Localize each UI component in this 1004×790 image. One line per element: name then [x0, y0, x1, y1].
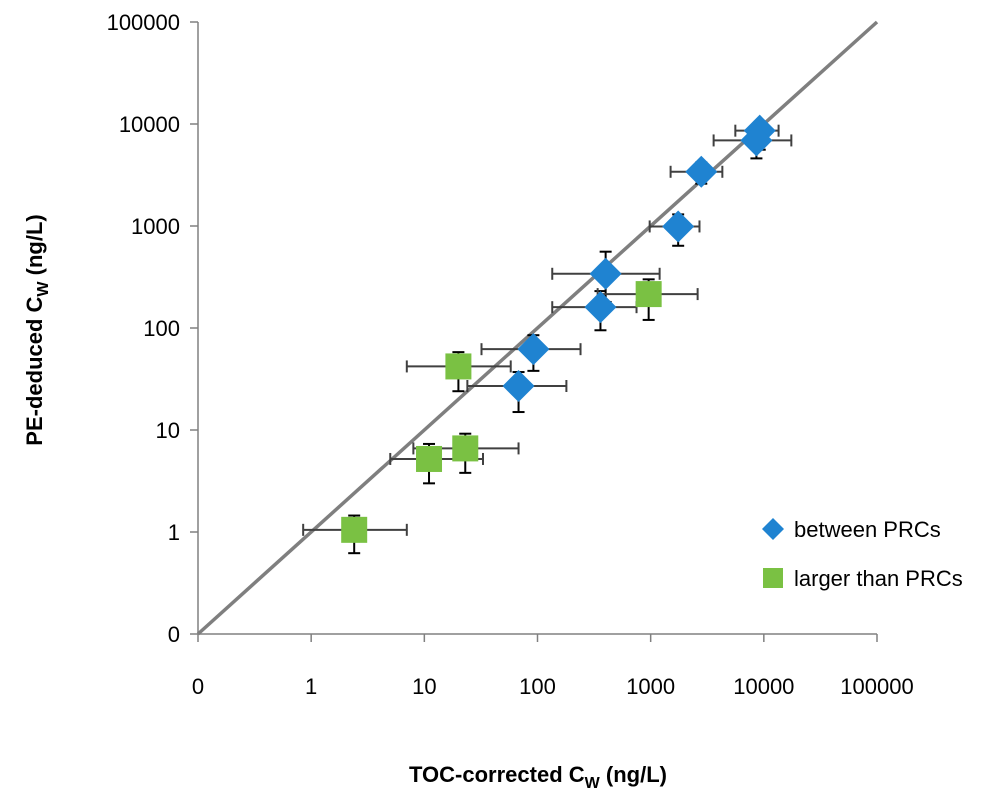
legend-label-larger-than-prcs: larger than PRCs — [794, 566, 963, 591]
x-tick-label: 100 — [519, 674, 556, 699]
point-between-prcs — [584, 291, 617, 324]
point-between-prcs — [662, 210, 695, 243]
point-larger-than-prcs — [341, 516, 368, 543]
x-tick-label: 100000 — [840, 674, 913, 699]
point-larger-than-prcs — [445, 353, 472, 380]
point-larger-than-prcs — [416, 445, 443, 472]
tick-labels-group: 0 1 10 100 1000 10000 100000 0 1 10 100 1000 10000 10… — [107, 10, 914, 699]
point-between-prcs — [502, 370, 535, 403]
point-larger-than-prcs — [635, 281, 662, 308]
legend-label-between-prcs: between PRCs — [794, 517, 941, 542]
x-tick-label: 0 — [192, 674, 204, 699]
x-tick-label: 10 — [412, 674, 436, 699]
x-axis-title-subscript: W — [585, 775, 601, 790]
legend-marker-larger-than-prcs — [763, 568, 783, 588]
reference-line-group — [196, 20, 879, 636]
legend-marker-between-prcs — [762, 518, 784, 540]
x-axis-title-main: TOC-corrected C — [409, 762, 585, 787]
x-tick-label: 1 — [305, 674, 317, 699]
y-tick-label: 1000 — [131, 214, 180, 239]
axes — [190, 21, 878, 642]
y-tick-label: 0 — [168, 622, 180, 647]
y-tick-label: 1 — [168, 520, 180, 545]
point-larger-than-prcs — [452, 435, 479, 462]
y-axis-title-unit: (ng/L) — [22, 214, 47, 281]
x-tick-label: 1000 — [626, 674, 675, 699]
x-tick-label: 10000 — [733, 674, 794, 699]
legend: between PRCs larger than PRCs — [762, 517, 963, 591]
x-axis-title-unit: (ng/L) — [600, 762, 667, 787]
error-bars-group — [302, 120, 793, 555]
one-to-one-line — [196, 20, 879, 636]
point-between-prcs — [740, 124, 773, 157]
point-between-prcs — [517, 333, 550, 366]
y-tick-label: 100000 — [107, 10, 180, 35]
y-axis-title-subscript: W — [35, 281, 52, 297]
y-axis-title-main: PE-deduced C — [22, 296, 47, 445]
markers-group — [341, 114, 776, 543]
y-tick-label: 100 — [143, 316, 180, 341]
y-axis-title: PE-deduced CW (ng/L) — [22, 214, 52, 445]
y-tick-label: 10 — [156, 418, 180, 443]
point-between-prcs — [685, 155, 718, 188]
point-between-prcs — [589, 257, 622, 290]
x-axis-title: TOC-corrected CW (ng/L) — [409, 762, 667, 790]
y-tick-label: 10000 — [119, 112, 180, 137]
